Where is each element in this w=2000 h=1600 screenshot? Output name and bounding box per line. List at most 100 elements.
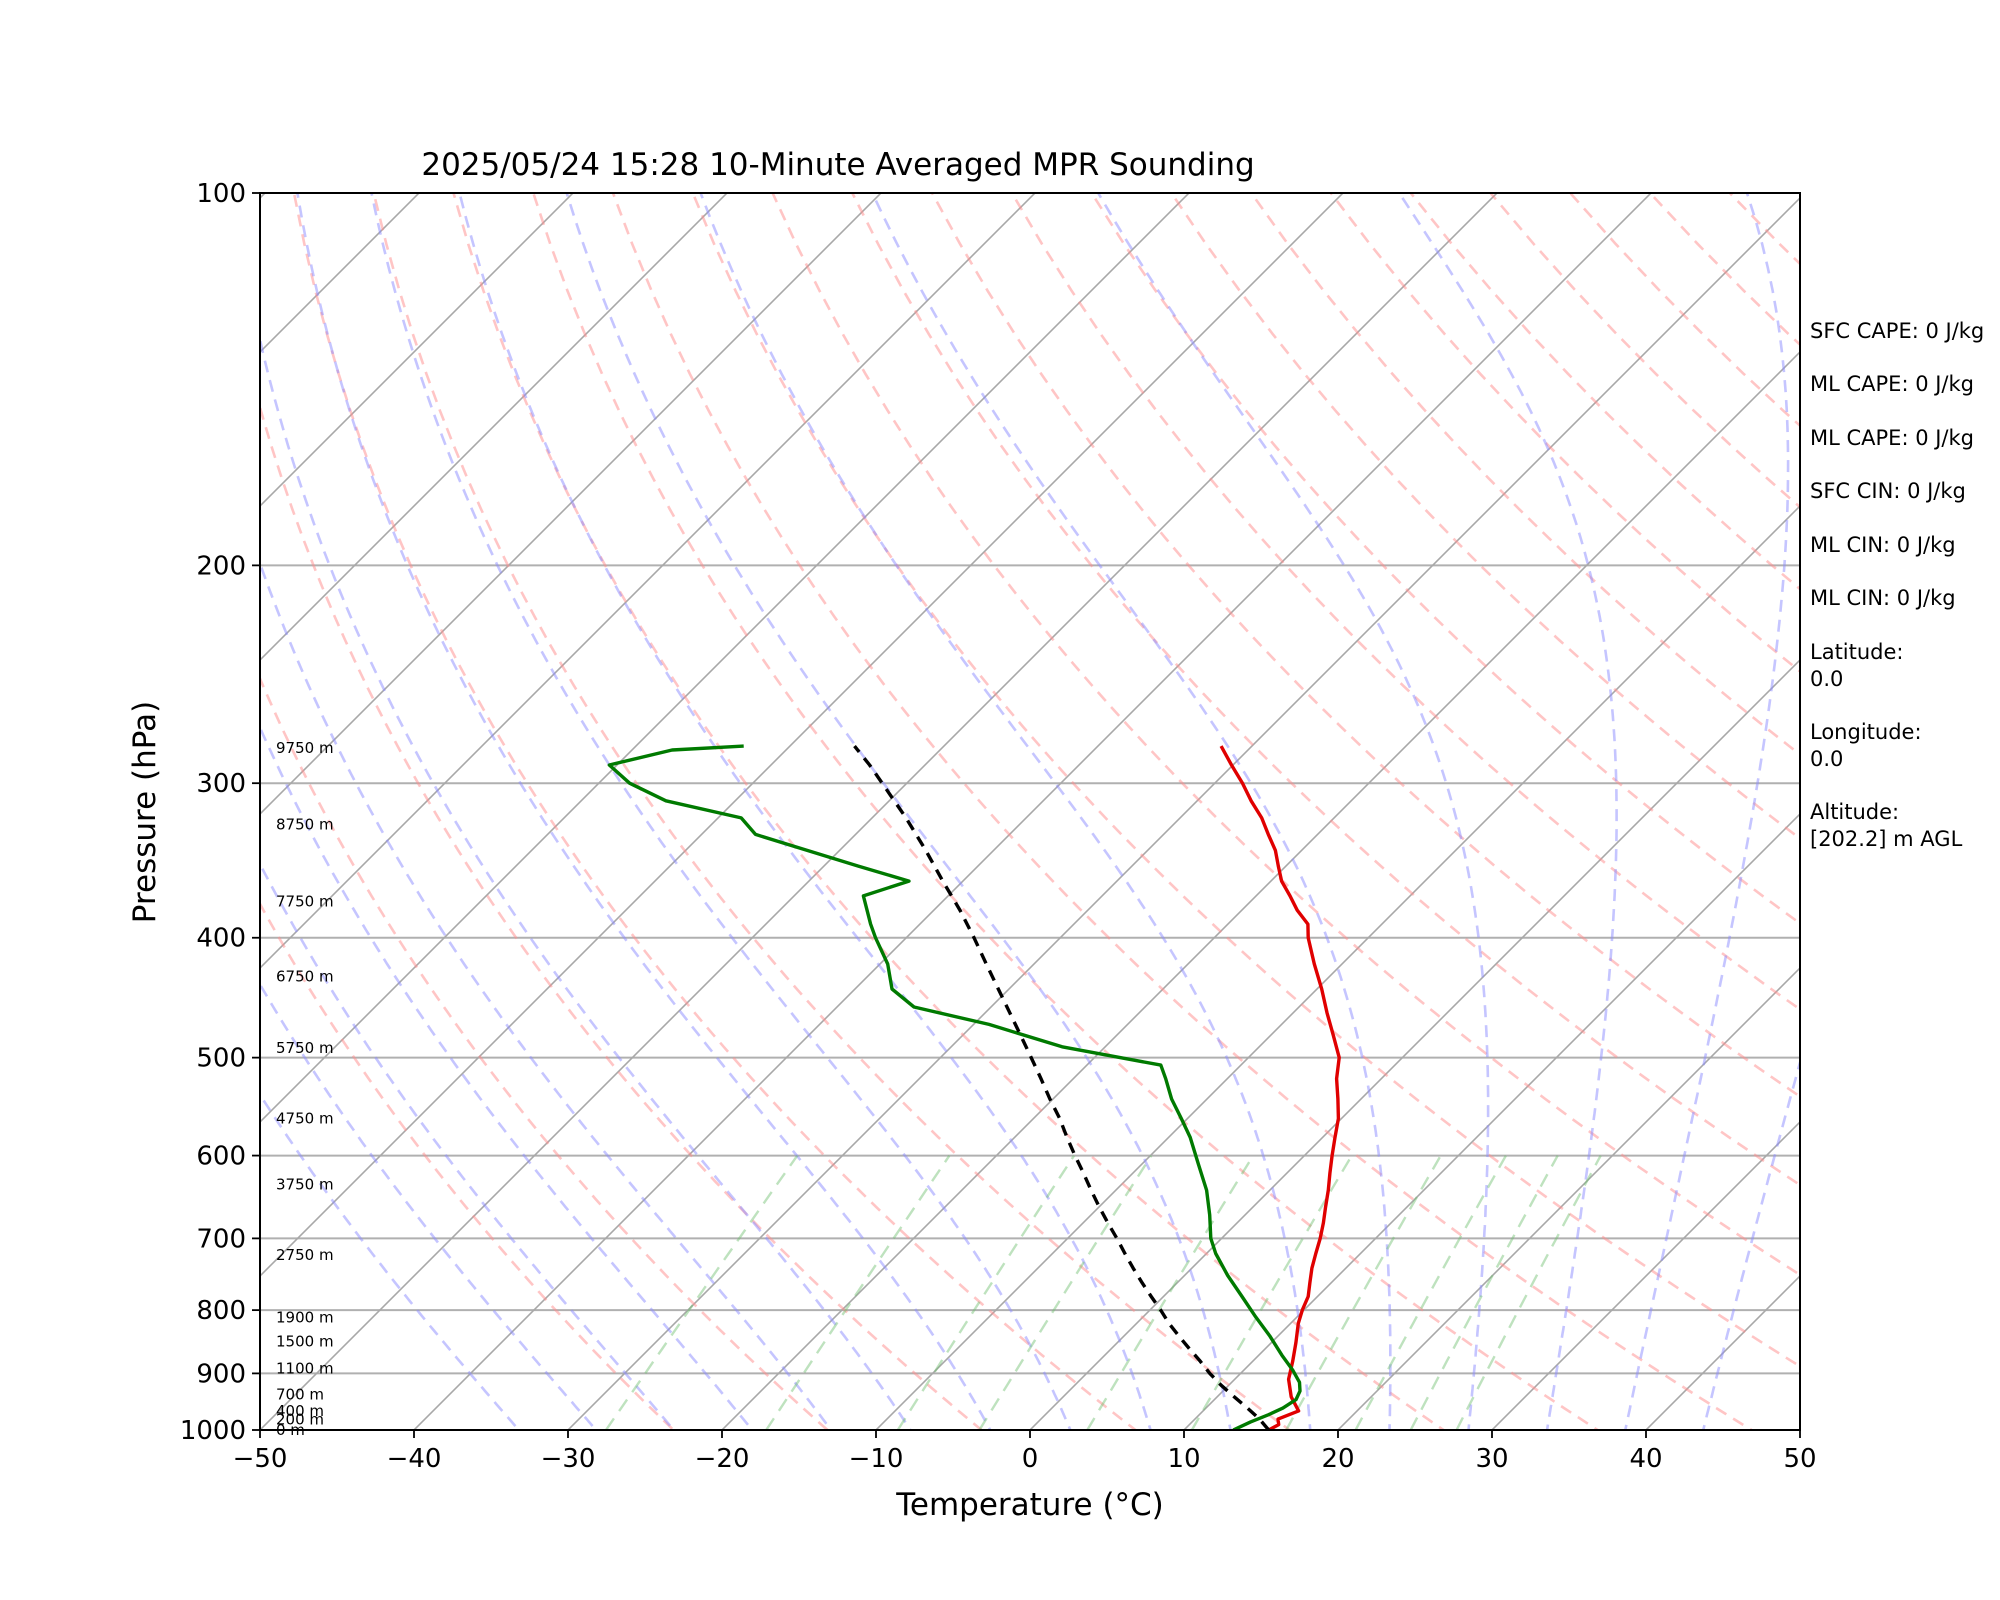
isotherm-line [1490, 1120, 1800, 1430]
y-tick-label: 1000 [180, 1416, 246, 1446]
isotherm-line [1028, 658, 1800, 1430]
moist-adiabat [1623, 193, 1790, 1430]
mixing-ratio-line [1086, 1154, 1255, 1430]
dry-adiabat [532, 193, 1600, 1430]
height-label: 3750 m [276, 1175, 334, 1193]
dry-adiabat [372, 193, 1292, 1430]
x-tick-label: −10 [849, 1444, 904, 1474]
sfc-cape-text: SFC CAPE: 0 J/kg [1810, 319, 1985, 343]
isotherm-line [874, 504, 1800, 1430]
dry-adiabat [1010, 193, 1800, 1011]
y-axis-title: Pressure (hPa) [127, 701, 163, 923]
ml-cin-text-2: ML CIN: 0 J/kg [1810, 586, 1956, 610]
parcel-profile-line [853, 745, 1270, 1430]
dry-adiabat [1090, 193, 1800, 925]
dry-adiabat [851, 193, 1800, 1187]
y-tick-label: 900 [196, 1359, 246, 1389]
mixing-ratio-line [1455, 1155, 1602, 1430]
dry-adiabat [611, 193, 1754, 1430]
mixing-ratio-line [605, 1154, 799, 1430]
x-tick-label: 0 [1022, 1444, 1039, 1474]
x-tick-label: −20 [695, 1444, 750, 1474]
mixing-ratio-line [765, 1154, 951, 1430]
isotherm-line [1336, 966, 1800, 1430]
height-label: 700 m [276, 1385, 324, 1403]
isotherm-line [260, 193, 1499, 1430]
height-label: 8750 m [276, 816, 334, 834]
isotherm-line [1182, 812, 1800, 1430]
y-tick-label: 800 [196, 1296, 246, 1326]
x-tick-label: 50 [1783, 1444, 1816, 1474]
y-tick-label: 400 [196, 924, 246, 954]
mixing-ratio-line [896, 1154, 1076, 1430]
mixing-ratio-line [1354, 1155, 1507, 1430]
dry-adiabat [930, 193, 1800, 1099]
sfc-cin-text: SFC CIN: 0 J/kg [1810, 479, 1966, 503]
height-label: 9750 m [276, 739, 334, 757]
height-label: 0 m [276, 1421, 305, 1439]
plot-frame [259, 192, 1801, 1431]
dewpoint-profile-line [607, 744, 1302, 1430]
dry-adiabat [292, 193, 1138, 1430]
moist-adiabat [260, 559, 833, 1430]
height-label: 4750 m [276, 1110, 334, 1128]
x-tick-label: −50 [233, 1444, 288, 1474]
altitude-text: Altitude: [202.2] m AGL [1810, 800, 1963, 851]
moist-adiabat [1701, 1057, 1800, 1430]
isotherm-line [412, 193, 1653, 1430]
moist-adiabat [260, 724, 754, 1430]
y-tick-label: 600 [196, 1142, 246, 1172]
isotherm-line [260, 193, 1037, 970]
isotherm-line [260, 193, 883, 816]
moist-adiabat [1097, 193, 1490, 1430]
axes: −50 −40 −30 −20 −10 0 10 20 30 40 50 100 200 300 400 50… [180, 179, 1817, 1474]
x-tick-label: 20 [1321, 1444, 1354, 1474]
isotherm-line [566, 196, 1800, 1430]
latitude-text: Latitude: 0.0 [1810, 640, 1904, 691]
dry-adiabat [260, 402, 984, 1430]
ml-cape-text: ML CAPE: 0 J/kg [1810, 372, 1975, 396]
height-label: 1500 m [276, 1332, 334, 1350]
ml-cape-text-2: ML CAPE: 0 J/kg [1810, 426, 1975, 450]
x-tick-label: 10 [1167, 1444, 1200, 1474]
isotherm-line [260, 193, 575, 508]
moist-adiabat [260, 861, 676, 1430]
ml-cin-text: ML CIN: 0 J/kg [1810, 533, 1956, 557]
height-label: 6750 m [276, 968, 334, 986]
isotherm-line [720, 350, 1800, 1430]
height-label: 7750 m [276, 893, 334, 911]
isotherm-line [260, 193, 1191, 1124]
y-tick-label: 700 [196, 1224, 246, 1254]
height-label: 1900 m [276, 1308, 334, 1326]
y-tick-label: 300 [196, 769, 246, 799]
moist-adiabat [260, 334, 912, 1430]
moist-adiabat [1398, 193, 1618, 1430]
temperature-profile-line [1219, 745, 1341, 1430]
moist-adiabat [871, 193, 1392, 1430]
x-tick-label: 30 [1475, 1444, 1508, 1474]
isotherm-line [0, 136, 14, 1456]
y-tick-label: 500 [196, 1044, 246, 1074]
mixing-ratio-line [1190, 1154, 1353, 1430]
dry-adiabat [260, 675, 830, 1430]
isotherm-line [260, 193, 729, 662]
x-tick-label: −40 [387, 1444, 442, 1474]
y-tick-label: 200 [196, 551, 246, 581]
x-tick-label: −30 [541, 1444, 596, 1474]
dry-adiabat [691, 193, 1800, 1368]
height-label: 5750 m [276, 1039, 334, 1057]
dry-adiabat [260, 901, 676, 1430]
height-label: 200 m [276, 1411, 324, 1429]
moist-adiabat [458, 193, 1152, 1430]
mixing-ratio-line [978, 1154, 1153, 1430]
y-tick-label: 100 [196, 179, 246, 209]
height-label: 400 m [276, 1402, 324, 1420]
dry-adiabat [1170, 193, 1800, 841]
chart-title: 2025/05/24 15:28 10-Minute Averaged MPR … [421, 147, 1254, 183]
height-label: 1100 m [276, 1360, 334, 1378]
height-label: 2750 m [276, 1246, 334, 1264]
longitude-text: Longitude: 0.0 [1810, 720, 1922, 771]
isotherm-line [260, 193, 1345, 1278]
